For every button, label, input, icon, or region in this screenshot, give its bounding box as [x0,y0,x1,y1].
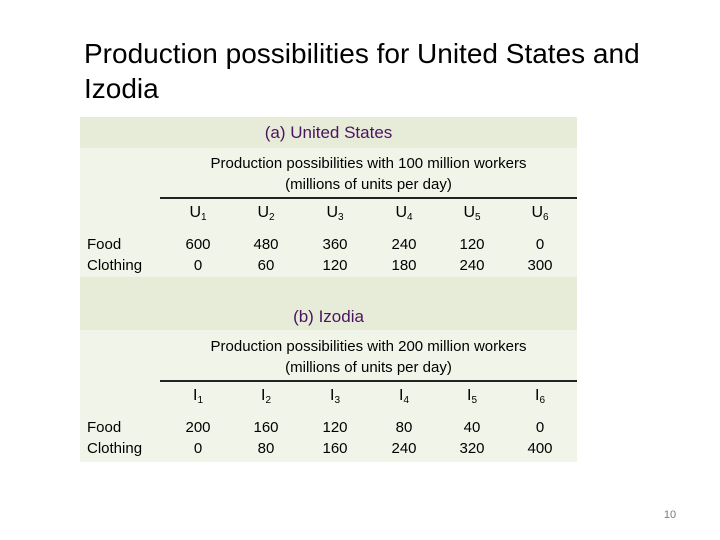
izodia-clothing-value: 0 [193,440,203,457]
izodia-col-header-1: I1 [168,387,228,406]
us-col-values-3: 360 120 [305,234,365,276]
izodia-col-header-2: I2 [236,387,296,406]
us-col-header-letter: U [395,204,407,221]
us-col-header-letter: U [189,204,201,221]
izodia-food-value: 160 [253,419,279,436]
izodia-food-value: 0 [535,419,545,436]
izodia-food-value: 120 [322,419,348,436]
izodia-col-values-2: 160 80 [236,417,296,459]
izodia-food-value: 40 [463,419,481,436]
izodia-col-values-6: 0 400 [510,417,570,459]
slide-title: Production possibilities for United Stat… [84,38,640,104]
izodia-col-header-3: I3 [305,387,365,406]
us-row-label-food: Food [87,236,122,253]
us-col-values-1: 600 0 [168,234,228,276]
izodia-col-header-letter: I [534,387,540,404]
us-rule [160,197,577,199]
us-cells [160,148,577,277]
us-col-header-index: 4 [407,212,413,223]
izodia-col-header-index: 1 [197,395,203,406]
izodia-food-value: 80 [395,419,413,436]
us-col-header-index: 3 [338,212,344,223]
izodia-header-band [80,277,577,330]
izodia-food-value: 200 [185,419,211,436]
us-col-header-index: 2 [269,212,275,223]
izodia-col-values-5: 40 320 [442,417,502,459]
us-col-header-index: 5 [475,212,481,223]
izodia-clothing-value: 160 [322,440,348,457]
izodia-col-header-letter: I [192,387,198,404]
us-col-header-letter: U [326,204,338,221]
izodia-col-header-index: 2 [265,395,271,406]
us-col-header-letter: U [463,204,475,221]
us-col-header-4: U4 [374,204,434,223]
us-col-header-5: U5 [442,204,502,223]
us-col-header-index: 6 [543,212,549,223]
us-col-values-4: 240 180 [374,234,434,276]
izodia-row-labels: Food Clothing [87,417,142,459]
izodia-clothing-value: 400 [527,440,553,457]
izodia-cells [160,330,577,462]
us-food-value: 240 [391,236,417,253]
izodia-col-header-letter: I [260,387,266,404]
us-col-header-index: 1 [201,212,207,223]
izodia-col-values-1: 200 0 [168,417,228,459]
izodia-clothing-value: 80 [257,440,275,457]
izodia-col-values-4: 80 240 [374,417,434,459]
us-left-cell [80,148,160,277]
izodia-section-title: (b) Izodia [293,307,364,326]
us-clothing-value: 240 [459,257,485,274]
izodia-col-header-letter: I [329,387,335,404]
us-clothing-value: 120 [322,257,348,274]
us-clothing-value: 180 [391,257,417,274]
us-row-label-clothing: Clothing [87,257,143,274]
izodia-col-header-index: 4 [403,395,409,406]
us-header-band [80,117,577,148]
us-col-header-2: U2 [236,204,296,223]
izodia-col-header-letter: I [466,387,472,404]
us-col-values-2: 480 60 [236,234,296,276]
us-col-header-6: U6 [510,204,570,223]
izodia-col-header-5: I5 [442,387,502,406]
izodia-col-header-6: I6 [510,387,570,406]
us-subtitle-line1: Production possibilities with 100 millio… [210,155,527,172]
us-food-value: 120 [459,236,485,253]
izodia-subtitle: Production possibilities with 200 millio… [160,336,577,378]
us-col-values-5: 120 240 [442,234,502,276]
izodia-clothing-value: 240 [391,440,417,457]
izodia-col-header-letter: I [398,387,404,404]
us-col-values-6: 0 300 [510,234,570,276]
izodia-subtitle-line2: (millions of units per day) [285,359,452,376]
izodia-rule [160,380,577,382]
us-row-labels: Food Clothing [87,234,142,276]
izodia-row-label-food: Food [87,419,122,436]
izodia-col-header-index: 3 [334,395,340,406]
izodia-row-label-clothing: Clothing [87,440,143,457]
us-food-value: 600 [185,236,211,253]
us-food-value: 480 [253,236,279,253]
izodia-subtitle-line1: Production possibilities with 200 millio… [210,338,527,355]
izodia-col-header-index: 6 [539,395,545,406]
us-subtitle-line2: (millions of units per day) [285,176,452,193]
us-col-header-letter: U [531,204,543,221]
us-col-header-letter: U [257,204,269,221]
izodia-col-header-4: I4 [374,387,434,406]
us-food-value: 0 [535,236,545,253]
izodia-col-header-index: 5 [471,395,477,406]
us-food-value: 360 [322,236,348,253]
izodia-left-cell [80,330,160,462]
us-clothing-value: 300 [527,257,553,274]
izodia-clothing-value: 320 [459,440,485,457]
us-col-header-1: U1 [168,204,228,223]
us-col-header-3: U3 [305,204,365,223]
us-clothing-value: 60 [257,257,275,274]
us-subtitle: Production possibilities with 100 millio… [160,153,577,195]
izodia-col-values-3: 120 160 [305,417,365,459]
page-number: 10 [663,509,677,521]
us-clothing-value: 0 [193,257,203,274]
us-section-title: (a) United States [264,123,393,142]
